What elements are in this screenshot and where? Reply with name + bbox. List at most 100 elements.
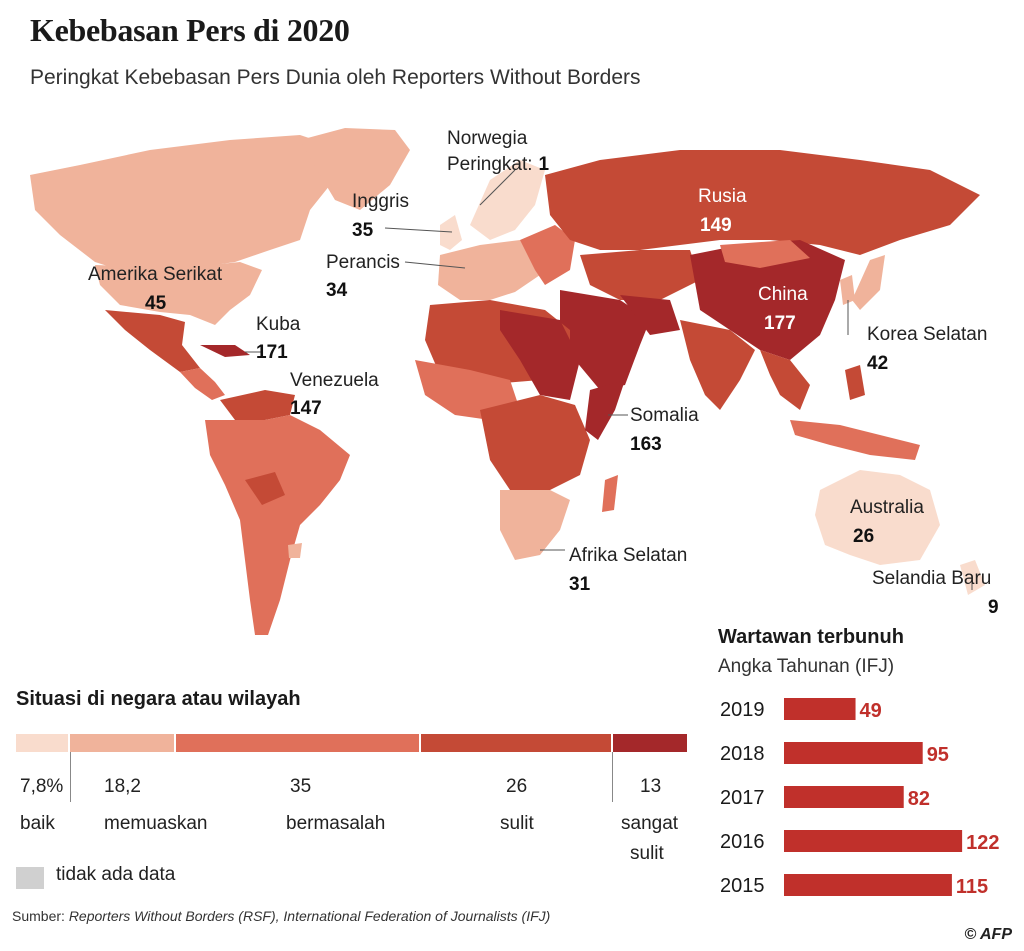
region-central-america [180,368,225,400]
region-japan [852,255,885,310]
label-norwegia-prefix: Peringkat: [447,154,533,175]
legend-pct-bermasalah: 35 [290,776,312,797]
legend-pct-sangat-sulit: 13 [640,776,662,797]
legend-swatch-sangat-sulit [613,734,687,752]
region-canada [30,135,345,270]
region-australia [815,470,940,565]
bar-2015 [784,874,952,896]
source-prefix: Sumber: [12,908,69,924]
region-india [680,320,755,410]
region-china [690,240,845,360]
label-korea-name: Korea Selatan [867,324,987,345]
bar-year-label: 2017 [720,787,765,809]
bar-2017 [784,786,904,808]
region-uk [440,215,462,250]
afp-credit: © AFP [964,926,1012,943]
region-somalia [585,380,625,440]
bar-2016 [784,830,963,852]
bar-2019 [784,698,856,720]
region-new-zealand [960,560,985,595]
legend-label-memuaskan: memuaskan [104,813,208,834]
region-venezuela [220,390,295,420]
bar-2018 [784,742,923,764]
label-venezuela-rank: 147 [290,398,322,419]
legend-swatch-bermasalah [176,734,419,752]
legend-label-no-data: tidak ada data [56,864,176,885]
label-somalia-name: Somalia [630,405,699,426]
legend-label-bermasalah: bermasalah [286,813,386,834]
journalists-killed-chart: 2019 49 2018 95 2017 82 2016 122 2015 115 [720,698,999,898]
region-madagascar [602,475,618,512]
region-middle-east [560,290,650,390]
region-south-america [205,415,350,635]
bar-value-label: 95 [927,744,949,766]
region-central-africa [480,395,590,490]
label-selandia-rank: 9 [988,597,999,618]
legend-pct-baik: 7,8% [20,776,64,797]
legend-title: Situasi di negara atau wilayah [16,688,301,710]
page-subtitle: Peringkat Kebebasan Pers Dunia oleh Repo… [30,66,641,89]
label-china-name: China [758,284,808,305]
label-norwegia-rank: 1 [539,154,550,175]
label-rusia-rank: 149 [700,215,732,236]
region-bolivia [245,472,285,505]
legend-tick-2 [612,752,613,802]
label-venezuela-name: Venezuela [290,370,379,391]
region-indonesia [790,420,920,460]
label-inggris-rank: 35 [352,220,374,241]
legend-swatch-memuaskan [70,734,174,752]
label-afrika-name: Afrika Selatan [569,545,687,566]
region-iran [620,295,680,335]
bar-year-label: 2016 [720,831,765,853]
label-korea-rank: 42 [867,353,888,374]
region-cuba [200,345,250,357]
bar-value-label: 122 [966,832,999,854]
region-west-africa [415,360,520,420]
source-text: Reporters Without Borders (RSF), Interna… [68,908,551,924]
legend-label-sangat-sulit-1: sangat [621,813,679,834]
legend-pct-sulit: 26 [506,776,528,797]
label-selandia-name: Selandia Baru [872,568,991,589]
leader-norwegia [479,169,516,206]
region-mongolia [720,240,810,268]
label-somalia-rank: 163 [630,434,662,455]
bar-value-label: 82 [908,788,930,810]
leader-inggris [384,227,453,233]
bar-year-label: 2018 [720,743,765,765]
legend-label-sulit: sulit [500,813,534,834]
bar-value-label: 49 [860,700,882,722]
legend-pct-memuaskan: 18,2 [104,776,141,797]
label-rusia-name: Rusia [698,186,747,207]
region-korea [840,275,855,305]
region-southeast-asia [760,350,810,410]
leader-perancis [404,261,466,269]
bars-chart-title: Wartawan terbunuh [718,626,904,648]
label-afrika-rank: 31 [569,574,591,595]
label-perancis-rank: 34 [326,280,348,301]
region-uruguay [288,543,302,558]
legend-tick-1 [70,752,71,802]
label-kuba-rank: 171 [256,342,288,363]
region-egypt-sudan [500,310,580,400]
bar-year-label: 2019 [720,699,765,721]
region-western-europe [438,240,545,300]
world-map: Norwegia Peringkat: 1 Inggris 35 Perancis… [30,128,999,635]
bars-chart-subtitle: Angka Tahunan (IFJ) [718,656,895,677]
region-greenland [300,128,410,210]
legend-swatch-sulit [421,734,611,752]
legend-swatch-baik [16,734,68,752]
label-norwegia-rank-line: Peringkat: 1 [447,154,550,175]
label-amerika-rank: 45 [145,293,167,314]
region-central-asia [580,250,700,300]
legend-label-baik: baik [20,813,55,834]
label-china-rank: 177 [764,313,796,334]
label-norwegia-name: Norwegia [447,128,528,149]
region-southern-africa [500,490,570,560]
page-title: Kebebasan Pers di 2020 [30,12,350,48]
legend-swatch-no-data [16,867,44,889]
region-philippines [845,365,865,400]
region-scandinavia [470,160,545,240]
label-inggris-name: Inggris [352,191,409,212]
source-note: Sumber: Reporters Without Borders (RSF),… [12,908,550,924]
label-perancis-name: Perancis [326,252,400,273]
